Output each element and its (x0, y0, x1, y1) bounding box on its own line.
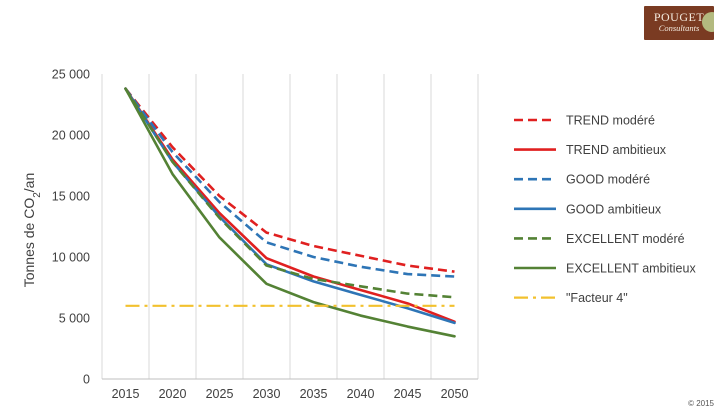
series-line (124, 87, 456, 338)
x-tick-label: 2050 (441, 387, 469, 401)
x-tick-label: 2040 (347, 387, 375, 401)
logo-pouget-consultants: POUGET Consultants (644, 6, 714, 40)
logo-name: POUGET (653, 10, 705, 24)
y-tick-label: 10 000 (52, 251, 90, 265)
x-tick-label: 2035 (300, 387, 328, 401)
x-tick-label: 2020 (159, 387, 187, 401)
y-tick-label: 25 000 (52, 68, 90, 82)
series-line (124, 87, 455, 299)
y-tick-label: 5 000 (59, 312, 90, 326)
copyright-notice: © 2015 (688, 399, 714, 408)
vertical-grid (101, 74, 479, 379)
y-axis-ticks: 0 5 000 10 000 15 000 20 000 25 000 (52, 68, 90, 387)
x-tick-label: 2045 (394, 387, 422, 401)
x-tick-label: 2015 (112, 387, 140, 401)
logo-leaf-icon (702, 12, 714, 32)
legend-label: EXCELLENT modéré (566, 232, 685, 246)
legend-label: "Facteur 4" (566, 291, 628, 305)
series-line (124, 87, 455, 278)
x-axis-ticks: 2015 2020 2025 2030 2035 2040 2045 2050 (112, 387, 469, 401)
chart-series (124, 87, 456, 338)
series-line (124, 87, 455, 273)
legend-label: EXCELLENT ambitieux (566, 262, 696, 276)
x-tick-label: 2025 (206, 387, 234, 401)
x-tick-label: 2030 (253, 387, 281, 401)
legend-label: TREND modéré (566, 114, 655, 128)
y-axis-label-tail: /an (21, 173, 37, 192)
y-tick-label: 15 000 (52, 190, 90, 204)
y-tick-label: 0 (83, 373, 90, 387)
y-axis-label-main: Tonnes de CO (21, 198, 37, 288)
legend-label: GOOD ambitieux (566, 202, 662, 216)
series-line (124, 87, 456, 323)
legend-label: TREND ambitieux (566, 143, 667, 157)
chart-legend: TREND modéré TREND ambitieux GOOD modéré GO… (514, 114, 696, 305)
y-axis-label-subscript: 2 (32, 192, 43, 198)
logo-subtitle: Consultants (658, 23, 700, 33)
y-tick-label: 20 000 (52, 129, 90, 143)
y-axis-label: Tonnes de CO2/an (21, 173, 43, 288)
legend-label: GOOD modéré (566, 173, 650, 187)
